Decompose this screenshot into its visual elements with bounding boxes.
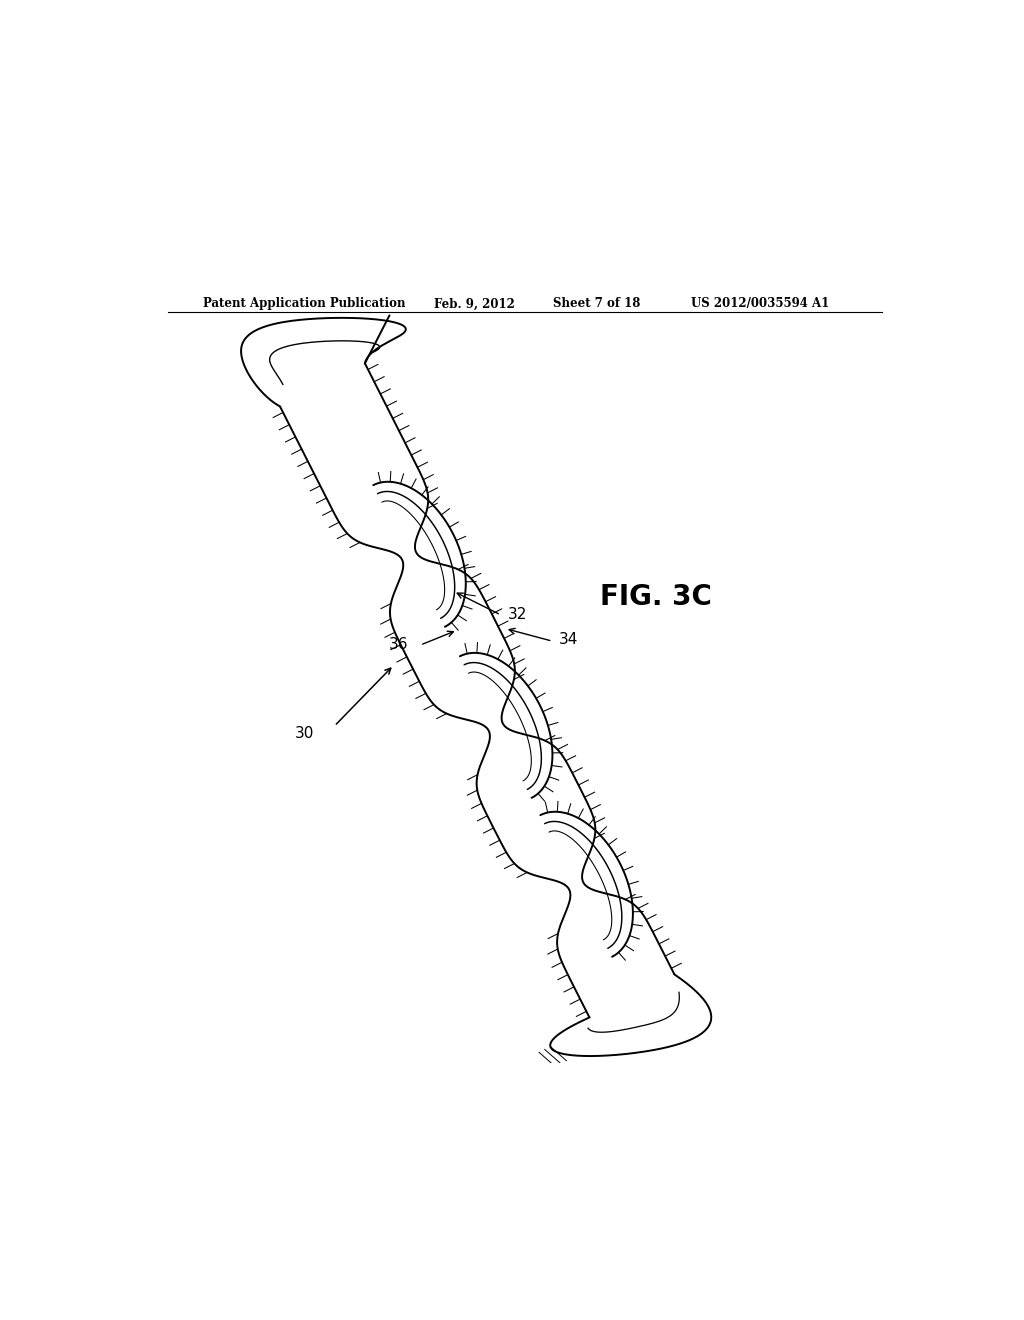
Text: Sheet 7 of 18: Sheet 7 of 18 [553, 297, 640, 310]
Text: FIG. 3C: FIG. 3C [600, 582, 712, 611]
Text: Feb. 9, 2012: Feb. 9, 2012 [433, 297, 514, 310]
Text: 30: 30 [295, 726, 314, 741]
Text: US 2012/0035594 A1: US 2012/0035594 A1 [691, 297, 829, 310]
Text: 36: 36 [389, 638, 409, 652]
Text: 32: 32 [507, 607, 526, 622]
Text: Patent Application Publication: Patent Application Publication [204, 297, 406, 310]
Text: 34: 34 [559, 631, 579, 647]
